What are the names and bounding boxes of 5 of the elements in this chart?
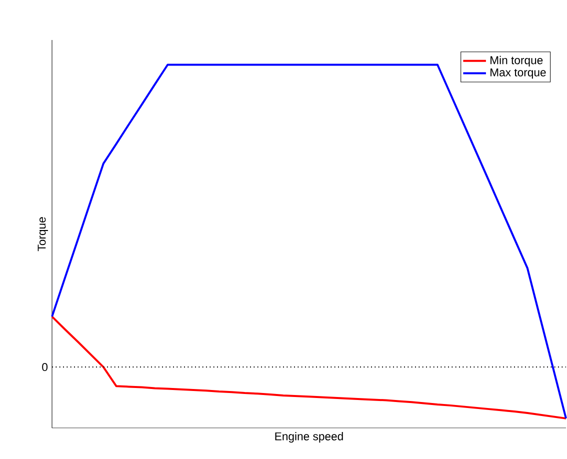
x-axis-title: Engine speed [275, 432, 343, 443]
legend-label: Max torque [490, 68, 546, 79]
y-axis-title: Torque [38, 217, 48, 252]
legend-label: Min torque [490, 56, 543, 66]
ref-line-label: 0 [42, 363, 48, 372]
